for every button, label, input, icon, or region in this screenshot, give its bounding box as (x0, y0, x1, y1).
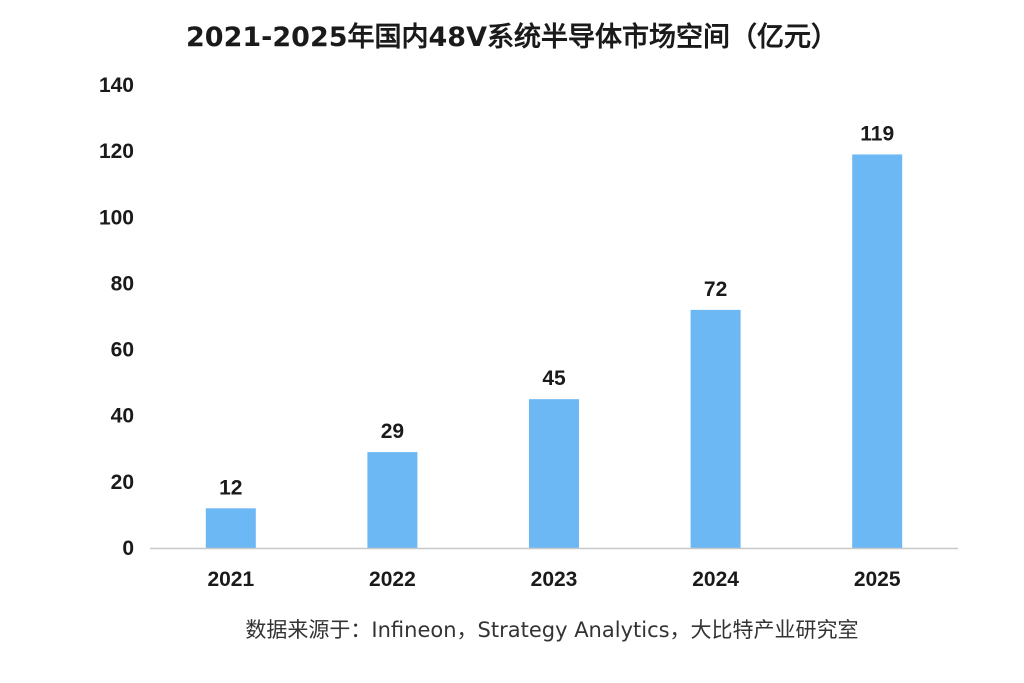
source-note: 数据来源于：Infineon，Strategy Analytics，大比特产业研… (245, 618, 858, 642)
bar-2025 (852, 154, 903, 548)
x-axis: 2021 2022 2023 2024 2025 (207, 568, 900, 591)
y-tick-label: 20 (111, 471, 134, 494)
y-tick-label: 80 (111, 272, 134, 295)
data-label-2025: 119 (860, 122, 894, 145)
y-tick-label: 40 (111, 405, 134, 428)
y-tick-label: 0 (122, 537, 134, 560)
bars (205, 154, 903, 548)
data-label-2023: 45 (542, 367, 566, 390)
x-tick-label: 2022 (369, 568, 416, 591)
chart-title: 2021-2025年国内48V系统半导体市场空间（亿元） (186, 21, 838, 53)
bar-2023 (529, 399, 579, 548)
data-label-2021: 12 (219, 476, 242, 499)
bar-2024 (690, 309, 741, 548)
x-tick-label: 2023 (531, 568, 578, 591)
x-tick-label: 2025 (854, 568, 901, 591)
data-labels: 12 29 45 72 119 (219, 122, 894, 499)
y-tick-label: 140 (99, 74, 134, 97)
x-tick-label: 2021 (207, 568, 254, 591)
x-tick-label: 2024 (692, 568, 739, 591)
data-label-2022: 29 (381, 420, 404, 443)
data-label-2024: 72 (704, 278, 727, 301)
bar-2022 (367, 452, 418, 548)
y-tick-label: 120 (99, 140, 134, 163)
y-tick-label: 60 (111, 339, 134, 362)
y-tick-label: 100 (99, 206, 134, 229)
y-axis: 0 20 40 60 80 100 120 140 (99, 74, 134, 560)
bar-2021 (205, 508, 256, 548)
